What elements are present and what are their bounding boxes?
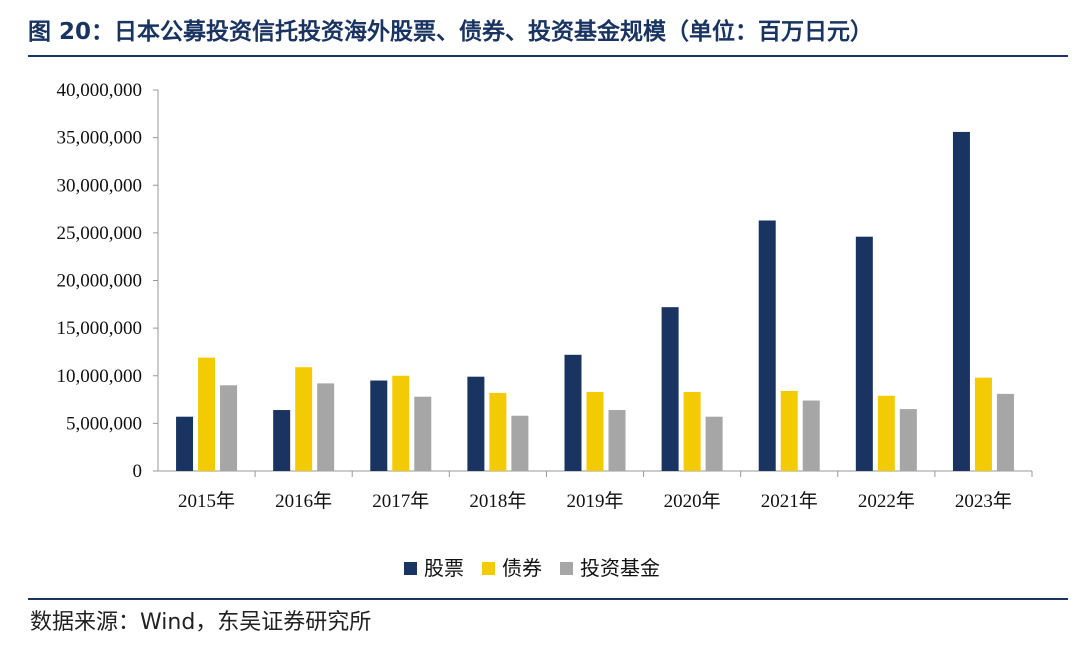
- bar-股票-2016年: [273, 410, 291, 471]
- y-tick-label: 20,000,000: [57, 271, 143, 292]
- bar-债券-2022年: [877, 395, 895, 471]
- bar-股票-2022年: [855, 236, 873, 471]
- legend-label-债券: 债券: [502, 556, 542, 580]
- chart-title: 图 20：日本公募投资信托投资海外股票、债券、投资基金规模（单位：百万日元）: [28, 19, 874, 45]
- bar-投资基金-2015年: [220, 385, 238, 471]
- y-tick-label: 15,000,000: [57, 318, 143, 339]
- bar-股票-2023年: [952, 131, 970, 471]
- bar-债券-2019年: [586, 391, 604, 471]
- legend-swatch-股票: [404, 562, 417, 575]
- y-tick-label: 25,000,000: [57, 223, 143, 244]
- bar-投资基金-2019年: [608, 410, 626, 471]
- bar-债券-2021年: [780, 390, 798, 471]
- y-tick-label: 0: [133, 461, 143, 482]
- bar-债券-2023年: [974, 377, 992, 471]
- bar-债券-2020年: [683, 391, 701, 471]
- x-tick-label: 2023年: [955, 490, 1012, 512]
- y-tick-label: 40,000,000: [57, 80, 143, 101]
- x-tick-label: 2018年: [469, 490, 526, 512]
- legend-swatch-投资基金: [560, 562, 573, 575]
- footer-divider: [28, 598, 1068, 600]
- y-tick-label: 30,000,000: [57, 175, 143, 196]
- bar-投资基金-2017年: [414, 396, 432, 471]
- bar-债券-2017年: [392, 375, 410, 471]
- y-tick-label: 5,000,000: [66, 413, 142, 434]
- bar-投资基金-2020年: [705, 416, 723, 471]
- bar-债券-2016年: [295, 367, 313, 471]
- bar-chart: 0 5,000,000 10,000,000 15,000,000 20,000,000…: [57, 80, 1033, 580]
- legend-label-股票: 股票: [424, 556, 464, 580]
- bar-投资基金-2016年: [317, 383, 335, 471]
- bar-投资基金-2018年: [511, 415, 529, 471]
- x-tick-label: 2015年: [178, 490, 235, 512]
- bar-股票-2018年: [467, 376, 485, 471]
- source-note: 数据来源：Wind，东吴证券研究所: [30, 610, 372, 635]
- x-tick-label: 2017年: [372, 490, 429, 512]
- y-tick-label: 35,000,000: [57, 128, 143, 149]
- bar-债券-2018年: [489, 392, 507, 471]
- bar-股票-2017年: [370, 380, 388, 471]
- title-divider: [28, 55, 1068, 57]
- bar-投资基金-2022年: [899, 409, 917, 471]
- bar-股票-2021年: [758, 220, 776, 471]
- x-tick-label: 2019年: [566, 490, 623, 512]
- x-tick-label: 2021年: [761, 490, 818, 512]
- x-tick-label: 2020年: [664, 490, 721, 512]
- legend-swatch-债券: [482, 562, 495, 575]
- x-tick-label: 2022年: [858, 490, 915, 512]
- x-tick-label: 2016年: [275, 490, 332, 512]
- bar-股票-2019年: [564, 354, 582, 471]
- bar-投资基金-2023年: [996, 393, 1014, 471]
- bar-股票-2020年: [661, 307, 679, 471]
- legend-label-投资基金: 投资基金: [580, 556, 660, 580]
- bar-投资基金-2021年: [802, 400, 820, 471]
- y-tick-label: 10,000,000: [57, 366, 143, 387]
- bar-债券-2015年: [198, 357, 216, 471]
- bar-股票-2015年: [176, 416, 194, 471]
